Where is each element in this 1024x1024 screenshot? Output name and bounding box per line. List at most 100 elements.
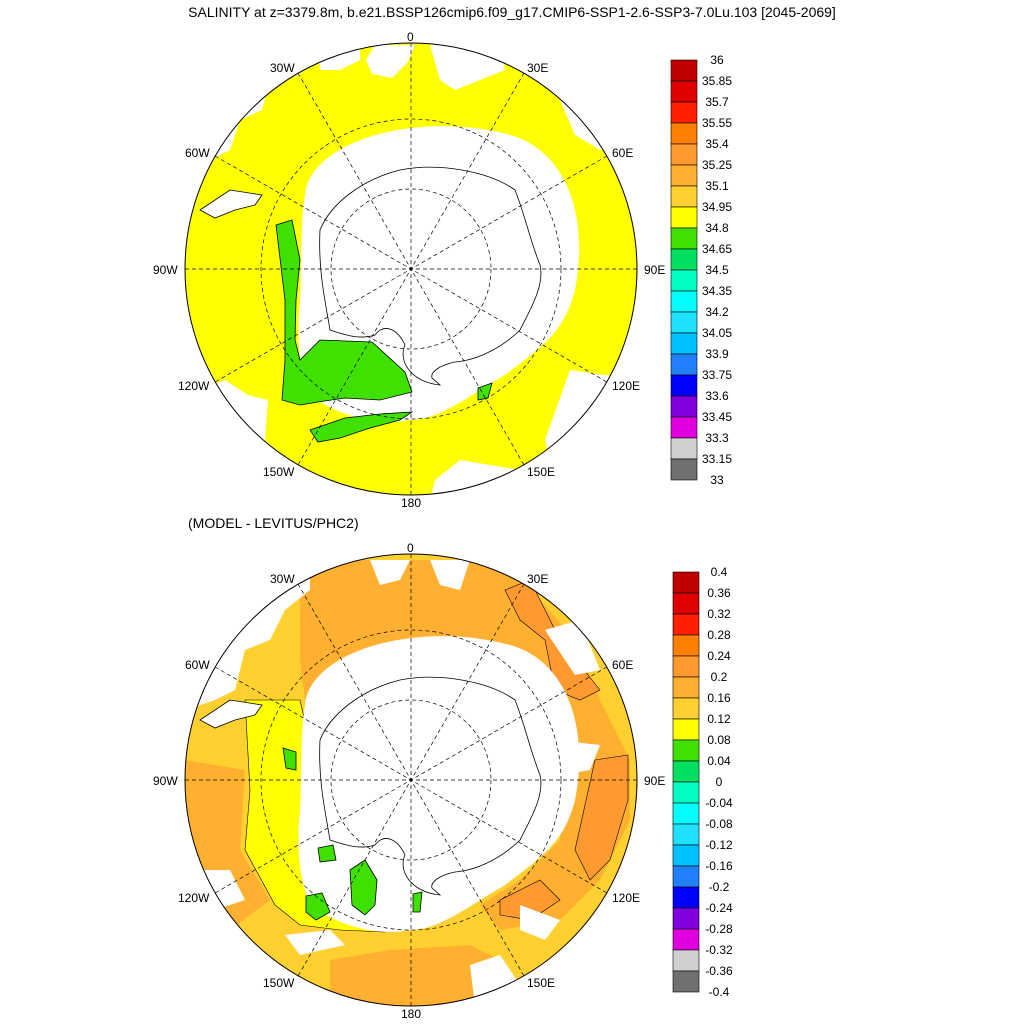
top-colorbar-label: 33.75 bbox=[702, 368, 732, 382]
bottom-colorbar-swatch bbox=[672, 781, 700, 804]
bottom-colorbar-label: 0.08 bbox=[707, 733, 731, 747]
bottom-lon-label-120e: 120E bbox=[612, 891, 641, 905]
bottom-colorbar-label: 0.32 bbox=[707, 607, 731, 621]
bottom-colorbar-swatch bbox=[672, 655, 700, 678]
top-colorbar-swatch bbox=[670, 437, 698, 460]
top-colorbar-label: 35.25 bbox=[702, 158, 732, 172]
top-colorbar-swatch bbox=[670, 59, 698, 82]
top-lon-label-150w: 150W bbox=[263, 465, 295, 479]
top-map-border bbox=[184, 42, 638, 496]
top-lon-label-30e: 30E bbox=[527, 61, 549, 75]
bottom-colorbar-label: 0.4 bbox=[711, 565, 728, 579]
bottom-colorbar-swatch bbox=[672, 592, 700, 615]
top-colorbar-swatch bbox=[670, 80, 698, 103]
bottom-colorbar-label: 0.2 bbox=[711, 670, 728, 684]
bottom-colorbar-swatch bbox=[672, 718, 700, 741]
top-colorbar-swatch bbox=[670, 248, 698, 271]
bottom-colorbar-swatch bbox=[672, 613, 700, 636]
bottom-lon-label-150e: 150E bbox=[527, 976, 556, 990]
bottom-colorbar-label: 0.16 bbox=[707, 691, 731, 705]
bottom-colorbar-swatch bbox=[672, 739, 700, 762]
bottom-colorbar-label: -0.16 bbox=[705, 859, 733, 873]
bottom-colorbar-label: 0.28 bbox=[707, 628, 731, 642]
bottom-colorbar-swatch bbox=[672, 949, 700, 972]
top-graticule bbox=[185, 43, 637, 495]
top-colorbar-swatch bbox=[670, 206, 698, 229]
top-colorbar-label: 35.55 bbox=[702, 116, 732, 130]
top-colorbar-swatch bbox=[670, 164, 698, 187]
top-colorbar-swatch bbox=[670, 332, 698, 355]
top-lon-label-120w: 120W bbox=[178, 379, 210, 393]
bottom-colorbar-swatch bbox=[672, 886, 700, 909]
bottom-graticule bbox=[185, 554, 637, 1006]
top-colorbar-label: 36 bbox=[710, 53, 724, 67]
bottom-green-regions bbox=[282, 747, 423, 921]
bottom-lon-label-30e: 30E bbox=[527, 572, 549, 586]
top-colorbar-label: 33.3 bbox=[705, 431, 729, 445]
bottom-colorbar-swatch bbox=[672, 676, 700, 699]
bottom-colorbar-swatch bbox=[672, 697, 700, 720]
top-colorbar-swatch bbox=[670, 143, 698, 166]
top-colorbar-swatch bbox=[670, 122, 698, 145]
bottom-lon-label-0: 0 bbox=[407, 541, 414, 555]
top-colorbar-label: 34.65 bbox=[702, 242, 732, 256]
bottom-colorbar-label: -0.12 bbox=[705, 838, 733, 852]
top-colorbar-label: 35.85 bbox=[702, 74, 732, 88]
bottom-antarctica-coast bbox=[319, 676, 542, 896]
top-colorbar-label: 35.1 bbox=[705, 179, 729, 193]
bottom-colorbar-label: -0.04 bbox=[705, 796, 733, 810]
bottom-lon-label-180: 180 bbox=[401, 1007, 422, 1021]
top-salinity-map bbox=[184, 42, 638, 496]
top-colorbar-label: 33.6 bbox=[705, 389, 729, 403]
top-colorbar-swatch bbox=[670, 416, 698, 439]
top-colorbar-label: 34.35 bbox=[702, 284, 732, 298]
top-colorbar-label: 35.7 bbox=[705, 95, 729, 109]
bottom-colorbar-swatch bbox=[672, 634, 700, 657]
top-colorbar-swatch bbox=[670, 290, 698, 313]
top-colorbar-swatch bbox=[670, 458, 698, 481]
top-colorbar-label: 33.15 bbox=[702, 452, 732, 466]
bottom-colorbar-label: -0.36 bbox=[705, 964, 733, 978]
top-lon-label-90w: 90W bbox=[153, 263, 178, 277]
bottom-colorbar-swatch bbox=[672, 970, 700, 993]
bottom-colorbar-swatch bbox=[672, 571, 700, 594]
bottom-colorbar-swatch bbox=[672, 907, 700, 930]
bottom-lon-label-30w: 30W bbox=[270, 572, 295, 586]
top-colorbar-label: 33.9 bbox=[705, 347, 729, 361]
bottom-colorbar-swatch bbox=[672, 928, 700, 951]
top-colorbar-label: 33 bbox=[710, 473, 724, 487]
top-lon-label-180: 180 bbox=[401, 496, 422, 510]
bottom-difference-map bbox=[184, 553, 638, 1007]
bottom-colorbar-label: 0.36 bbox=[707, 586, 731, 600]
top-lon-label-60w: 60W bbox=[185, 146, 210, 160]
top-lon-label-150e: 150E bbox=[527, 465, 556, 479]
bottom-colorbar-label: -0.4 bbox=[709, 985, 730, 999]
bottom-colorbar-swatch bbox=[672, 865, 700, 888]
bottom-lon-label-90w: 90W bbox=[153, 774, 178, 788]
bottom-colorbar-label: 0.04 bbox=[707, 754, 731, 768]
top-lon-label-60e: 60E bbox=[612, 146, 634, 160]
top-colorbar-swatch bbox=[670, 185, 698, 208]
top-lon-label-0: 0 bbox=[407, 30, 414, 44]
top-south-america-coast bbox=[199, 189, 263, 219]
top-colorbar-label: 34.95 bbox=[702, 200, 732, 214]
top-colorbar-swatch bbox=[670, 227, 698, 250]
bottom-lon-label-60e: 60E bbox=[612, 658, 634, 672]
top-colorbar-swatch bbox=[670, 374, 698, 397]
top-lon-label-90e: 90E bbox=[644, 263, 666, 277]
bottom-colorbar-label: -0.2 bbox=[709, 880, 730, 894]
top-colorbar-swatch bbox=[670, 395, 698, 418]
bottom-map-border bbox=[184, 553, 638, 1007]
top-colorbar-label: 35.4 bbox=[705, 137, 729, 151]
page-title: SALINITY at z=3379.8m, b.e21.BSSP126cmip… bbox=[188, 4, 836, 20]
bottom-colorbar-label: 0 bbox=[716, 775, 723, 789]
top-green-regions bbox=[275, 219, 493, 443]
top-antarctica-coast bbox=[319, 166, 542, 386]
bottom-colorbar: 0.4 0.36 0.32 0.28 0.24 0.2 0.16 0.12 0.08 0.04 0 -… bbox=[672, 565, 733, 999]
top-colorbar-label: 34.5 bbox=[705, 263, 729, 277]
bottom-colorbar-label: 0.24 bbox=[707, 649, 731, 663]
top-lon-label-120e: 120E bbox=[612, 379, 641, 393]
bottom-colorbar-label: -0.08 bbox=[705, 817, 733, 831]
bottom-lon-label-90e: 90E bbox=[644, 774, 666, 788]
